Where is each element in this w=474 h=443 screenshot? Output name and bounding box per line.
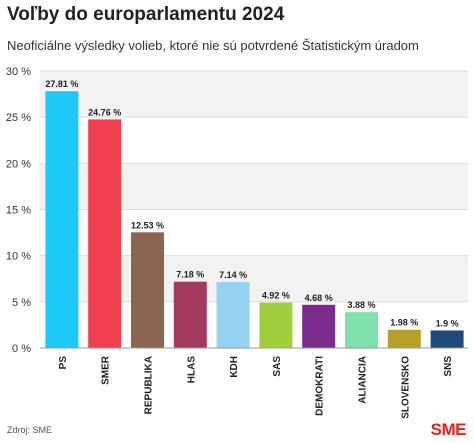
y-tick-label: 10 %: [6, 251, 31, 263]
x-tick-label: DEMOKRATI: [315, 356, 326, 416]
chart-subtitle: Neoficiálne výsledky volieb, ktoré nie s…: [7, 38, 419, 53]
sme-logo: SME: [430, 420, 467, 439]
bar-chart: 0 % 5 % 10 % 15 % 20 % 25 % 30 % 27.81 % PS 24.76…: [6, 66, 468, 419]
bar-republika: [131, 232, 164, 348]
bar-kdh: [216, 282, 250, 348]
bar-value-label: 3.88 %: [347, 300, 375, 310]
x-tick-label: SNS: [443, 356, 454, 377]
bar-smer: [88, 119, 122, 349]
x-tick-label: SAS: [272, 356, 283, 377]
y-tick-label: 30 %: [6, 66, 31, 78]
source-note: Zdroj: SME: [7, 425, 53, 435]
x-tick-label: ALIANCIA: [358, 356, 369, 404]
x-tick-label: REPUBLIKA: [144, 356, 155, 414]
bar-value-label: 24.76 %: [88, 107, 121, 117]
bar-aliancia: [345, 312, 378, 348]
bar-demokrati: [302, 304, 336, 348]
x-tick-label: SLOVENSKO: [400, 356, 411, 419]
x-tick-label: PS: [58, 356, 69, 370]
bar-value-label: 1.9 %: [436, 318, 459, 328]
bar-value-label: 4.92 %: [262, 291, 290, 301]
chart-title: Voľby do europarlamentu 2024: [7, 4, 285, 25]
x-tick-label: SMER: [101, 355, 112, 385]
bar-value-label: 7.14 %: [219, 270, 247, 280]
y-tick-label: 5 %: [12, 297, 31, 309]
y-tick-label: 0 %: [12, 343, 31, 355]
bar-value-label: 7.18 %: [176, 270, 204, 280]
x-tick-label: KDH: [229, 356, 240, 378]
y-tick-label: 20 %: [6, 158, 31, 170]
bar-value-label: 27.81 %: [45, 79, 78, 89]
y-tick-label: 15 %: [6, 205, 31, 217]
bar-sns: [430, 330, 464, 348]
bar-ps: [45, 91, 79, 348]
bar-value-label: 1.98 %: [390, 318, 418, 328]
y-tick-label: 25 %: [6, 112, 31, 124]
x-tick-label: HLAS: [186, 356, 197, 384]
grid-band: [40, 71, 468, 118]
bar-slovensko: [387, 329, 421, 348]
bar-sas: [259, 302, 293, 348]
bar-hlas: [173, 281, 207, 348]
bar-value-label: 4.68 %: [305, 293, 333, 303]
bar-value-label: 12.53 %: [131, 220, 164, 230]
